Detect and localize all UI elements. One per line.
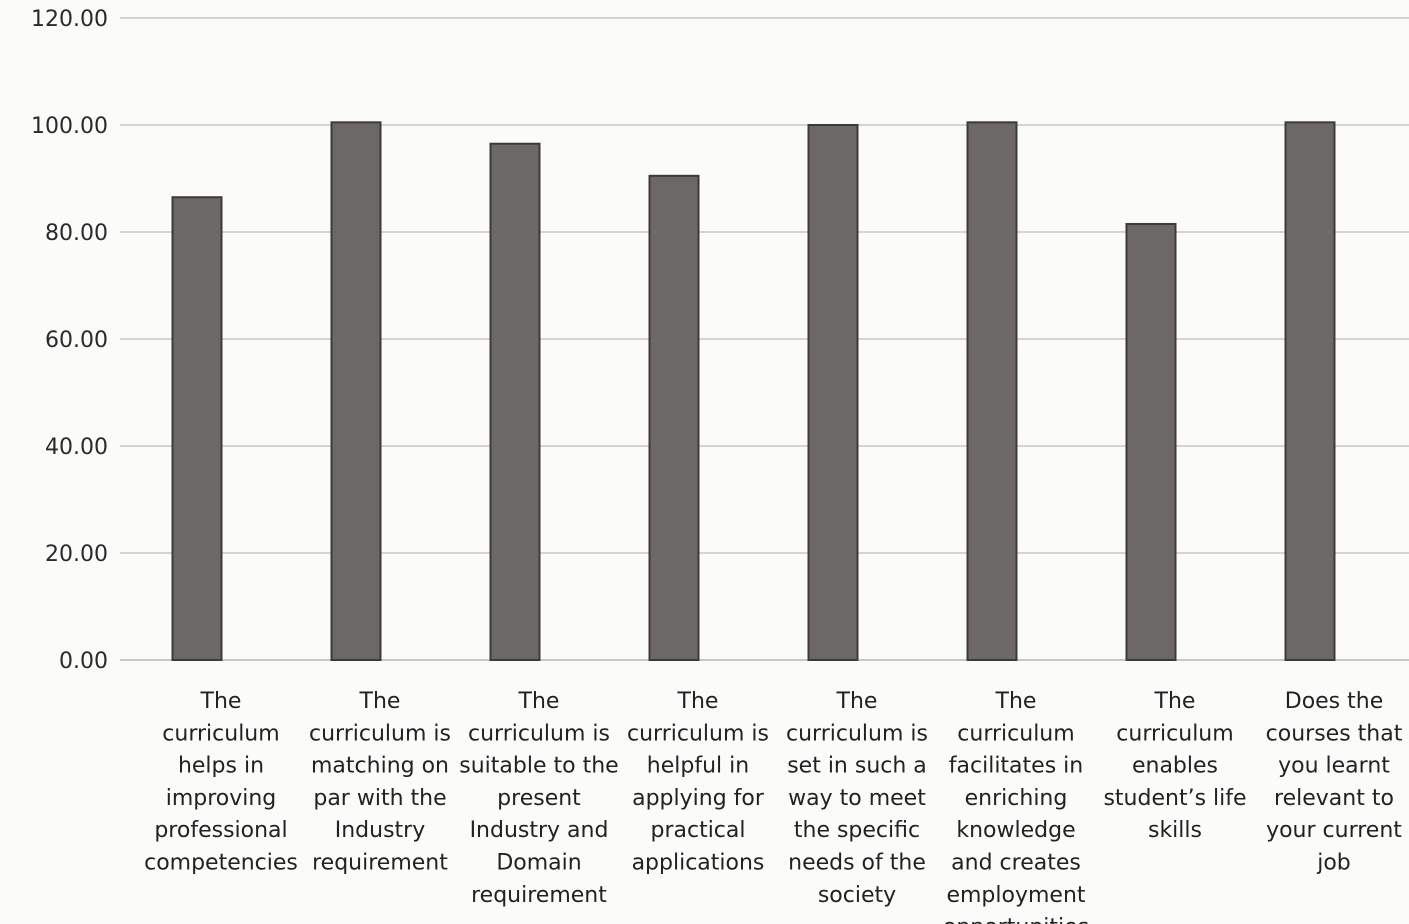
- x-tick-label-line: matching on: [311, 754, 449, 779]
- x-tick-label-line: set in such a: [787, 754, 927, 779]
- x-tick-label-line: helpful in: [647, 754, 749, 779]
- x-tick-label: The curriculum enables student’s life skills: [1103, 689, 1246, 843]
- x-tick-label-line: The: [1154, 689, 1196, 714]
- x-tick-label-line: Industry: [335, 818, 426, 843]
- x-tick-label: The curriculum is set in such a way to meet…: [786, 689, 928, 908]
- x-tick-label-line: facilitates in: [949, 754, 1083, 779]
- y-tick-label: 40.00: [45, 435, 108, 460]
- x-tick-label-line: relevant to: [1274, 786, 1394, 811]
- x-tick-label: The curriculum is helpful in applying for pr…: [627, 689, 769, 876]
- x-tick-label-line: Domain: [496, 851, 581, 876]
- x-tick-label-line: The: [359, 689, 401, 714]
- x-tick-label: The curriculum helps in improving profession…: [144, 689, 298, 876]
- x-tick-label: The curriculum is suitable to the present In…: [459, 689, 618, 908]
- x-tick-label-line: curriculum is: [627, 721, 769, 746]
- bar: [1125, 222, 1177, 661]
- x-tick-label-line: curriculum is: [309, 721, 451, 746]
- x-tick-label-line: you learnt: [1278, 754, 1390, 779]
- x-tick-label-line: suitable to the: [459, 754, 618, 779]
- x-tick-label-line: curriculum is: [786, 721, 928, 746]
- y-tick-label: 60.00: [45, 328, 108, 353]
- y-axis-ticks: 0.00 20.00 40.00 60.00 80.00 100.00 120.00: [31, 7, 108, 674]
- bars: [171, 121, 1336, 662]
- bar: [489, 142, 541, 662]
- x-tick-label-line: practical: [650, 818, 745, 843]
- x-tick-label-line: curriculum: [1116, 721, 1233, 746]
- x-tick-label-line: applying for: [632, 786, 765, 811]
- x-tick-label-line: professional: [154, 818, 287, 843]
- y-tick-label: 100.00: [31, 114, 108, 139]
- x-tick-label-line: needs of the: [788, 851, 926, 876]
- x-tick-label: The curriculum facilitates in enriching know…: [943, 689, 1089, 924]
- x-tick-label-line: the specific: [794, 818, 920, 843]
- x-tick-label-line: skills: [1148, 818, 1202, 843]
- y-tick-label: 120.00: [31, 7, 108, 32]
- x-tick-label-line: employment: [946, 883, 1085, 908]
- x-tick-label-line: curriculum: [957, 721, 1074, 746]
- x-tick-label-line: The: [518, 689, 560, 714]
- x-tick-label-line: opportunities: [943, 915, 1089, 924]
- x-tick-label-line: job: [1316, 851, 1351, 876]
- x-tick-label-line: knowledge: [956, 818, 1075, 843]
- x-tick-label-line: courses that: [1266, 721, 1403, 746]
- x-tick-label-line: The: [995, 689, 1037, 714]
- x-tick-label-line: and creates: [951, 851, 1081, 876]
- x-tick-label-line: enriching: [965, 786, 1068, 811]
- x-tick-label-line: Industry and: [470, 818, 609, 843]
- y-tick-label: 20.00: [45, 542, 108, 567]
- x-tick-label: The curriculum is matching on par with the I…: [309, 689, 451, 876]
- x-axis-labels: The curriculum helps in improving profession…: [144, 689, 1403, 924]
- x-tick-label-line: present: [497, 786, 581, 811]
- y-tick-label: 80.00: [45, 221, 108, 246]
- bar: [648, 174, 700, 661]
- x-tick-label-line: way to meet: [788, 786, 926, 811]
- x-tick-label-line: improving: [166, 786, 277, 811]
- x-tick-label-line: requirement: [312, 851, 448, 876]
- x-tick-label-line: requirement: [471, 883, 607, 908]
- bar: [330, 121, 382, 661]
- x-tick-label-line: competencies: [144, 851, 298, 876]
- x-tick-label-line: The: [677, 689, 719, 714]
- x-tick-label-line: student’s life: [1103, 786, 1246, 811]
- x-tick-label-line: society: [818, 883, 896, 908]
- x-tick-label-line: The: [200, 689, 242, 714]
- x-tick-label-line: The: [836, 689, 878, 714]
- x-tick-label-line: Does the: [1285, 689, 1384, 714]
- x-tick-label-line: helps in: [178, 754, 264, 779]
- gridlines: [120, 17, 1409, 661]
- bar: [171, 196, 223, 661]
- y-tick-label: 0.00: [59, 649, 108, 674]
- bar: [807, 124, 859, 661]
- x-tick-label-line: par with the: [313, 786, 446, 811]
- x-tick-label-line: curriculum: [162, 721, 279, 746]
- x-tick-label-line: enables: [1132, 754, 1218, 779]
- x-tick-label: Does the courses that you learnt relevant t…: [1266, 689, 1403, 876]
- x-tick-label-line: curriculum is: [468, 721, 610, 746]
- bar: [1284, 121, 1336, 661]
- x-tick-label-line: applications: [632, 851, 765, 876]
- x-tick-label-line: your current: [1266, 818, 1402, 843]
- bar: [966, 121, 1018, 661]
